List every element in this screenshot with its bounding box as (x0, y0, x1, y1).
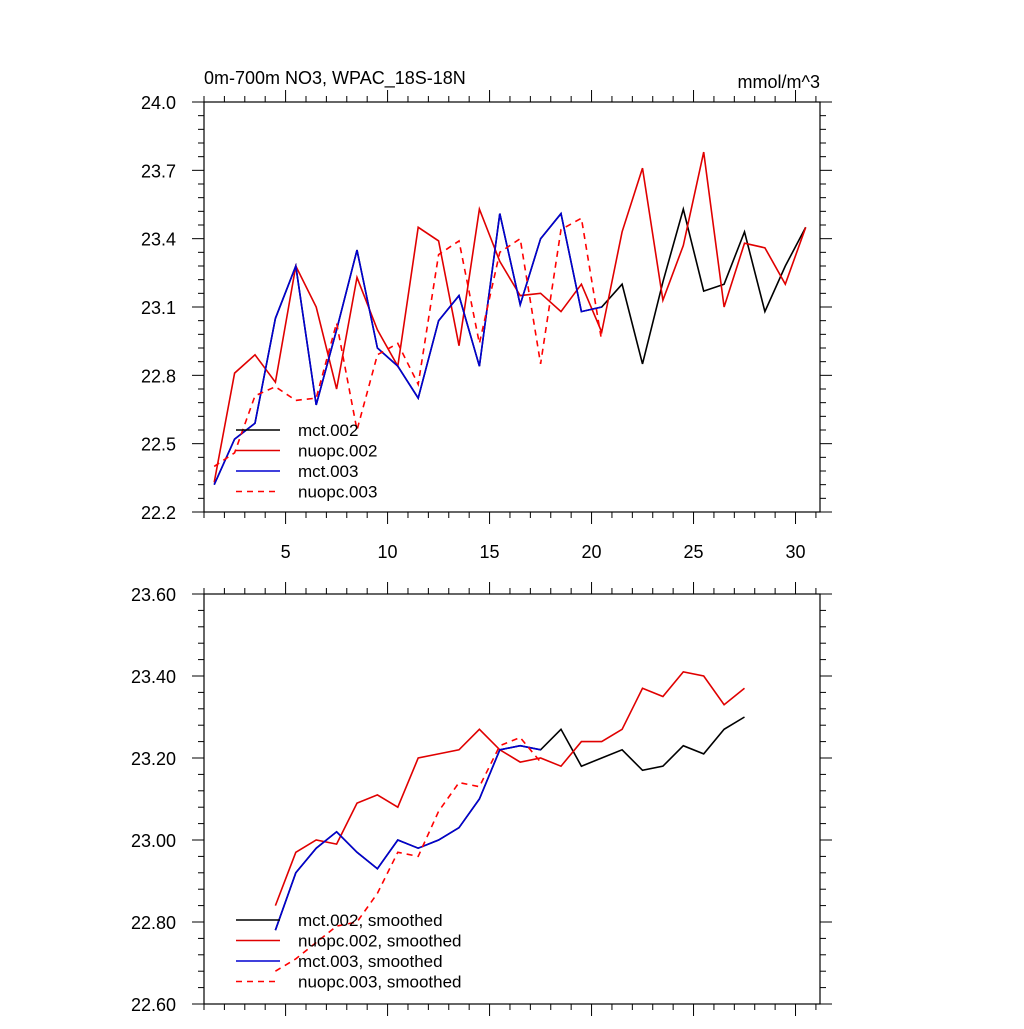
y-tick-label: 22.5 (141, 435, 176, 455)
legend-label: mct.003, smoothed (298, 952, 443, 971)
series-line-nuopc-002-smoothed (274, 671, 746, 906)
legend-label: mct.003 (298, 462, 358, 481)
series-line-nuopc-002 (213, 151, 807, 483)
x-tick-label: 30 (786, 542, 806, 562)
legend-label: mct.002, smoothed (298, 911, 443, 930)
series-line-nuopc-003 (213, 216, 603, 468)
series-line-mct-002-smoothed (274, 716, 745, 931)
legend-label: nuopc.003 (298, 483, 377, 502)
series-line-nuopc-003-smoothed (274, 736, 542, 972)
x-tick-label: 25 (684, 542, 704, 562)
y-tick-label: 24.0 (141, 93, 176, 113)
x-tick-label: 10 (378, 542, 398, 562)
x-tick-label: 5 (281, 542, 291, 562)
legend-label: mct.002 (298, 421, 358, 440)
chart-panel-1: 5 10 15 20 25 30 22.2 22.5 22.8 23.1 23.4 23.7 24.0 m… (141, 90, 832, 562)
legend-label: nuopc.003, smoothed (298, 973, 462, 992)
y-tick-label: 23.4 (141, 230, 176, 250)
y-tick-label: 22.8 (141, 366, 176, 386)
chart-panel-2: 22.60 22.80 23.00 23.20 23.40 23.60 mct.002, s… (131, 582, 832, 1016)
legend-label: nuopc.002, smoothed (298, 932, 462, 951)
y-tick-label: 22.80 (131, 913, 176, 933)
y-tick-label: 23.00 (131, 831, 176, 851)
y-tick-label: 23.1 (141, 298, 176, 318)
y-tick-label: 23.40 (131, 667, 176, 687)
x-tick-label: 20 (582, 542, 602, 562)
y-tick-label: 22.60 (131, 995, 176, 1015)
plot-frame (203, 593, 821, 1005)
series-line-mct-003-smoothed (274, 744, 541, 931)
y-tick-label: 22.2 (141, 503, 176, 523)
legend-label: nuopc.002 (298, 442, 377, 461)
units-label: mmol/m^3 (738, 72, 820, 92)
panel-title: 0m-700m NO3, WPAC_18S-18N (204, 68, 466, 89)
y-tick-label: 23.7 (141, 161, 176, 181)
x-tick-label: 15 (480, 542, 500, 562)
y-tick-label: 23.60 (131, 585, 176, 605)
plot-frame (203, 101, 821, 513)
series-line-mct-003 (213, 211, 602, 486)
y-tick-label: 23.20 (131, 749, 176, 769)
